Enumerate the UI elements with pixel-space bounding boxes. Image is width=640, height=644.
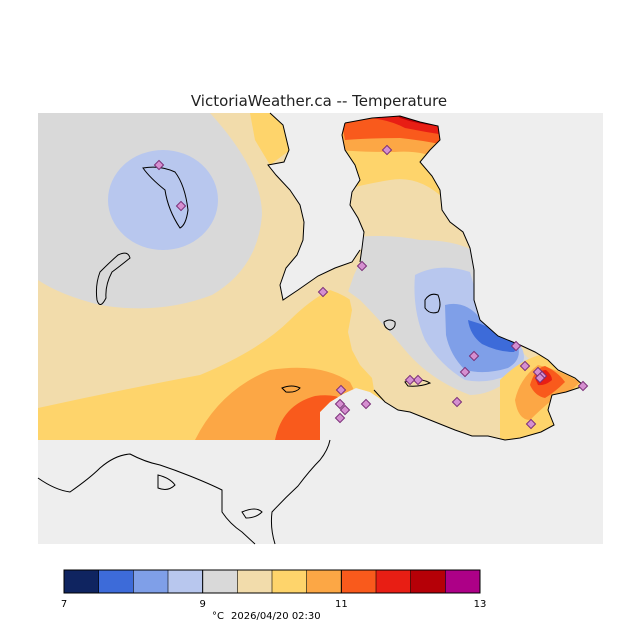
legend-bin xyxy=(133,570,169,593)
legend-tick-label: 11 xyxy=(335,599,348,610)
station-marker[interactable] xyxy=(175,200,187,212)
station-marker[interactable] xyxy=(356,260,368,272)
weather-stations xyxy=(153,144,589,430)
legend-bin xyxy=(341,570,377,593)
station-marker[interactable] xyxy=(334,398,346,410)
legend-bin xyxy=(272,570,308,593)
legend-bin xyxy=(306,570,342,593)
station-marker[interactable] xyxy=(334,412,346,424)
legend: 7 9 11 13 °C 2026/04/20 02:30 xyxy=(61,569,487,622)
legend-bin xyxy=(237,570,273,593)
legend-bin xyxy=(64,570,100,593)
legend-timestamp: 2026/04/20 02:30 xyxy=(231,611,321,622)
legend-bin xyxy=(445,570,481,593)
legend-bin xyxy=(376,570,412,593)
station-marker[interactable] xyxy=(339,404,351,416)
station-marker[interactable] xyxy=(412,374,424,386)
station-marker[interactable] xyxy=(317,286,329,298)
station-marker[interactable] xyxy=(468,350,480,362)
station-marker[interactable] xyxy=(525,418,537,430)
station-marker[interactable] xyxy=(404,374,416,386)
station-marker[interactable] xyxy=(459,366,471,378)
legend-bin xyxy=(410,570,446,593)
station-marker[interactable] xyxy=(451,396,463,408)
station-marker[interactable] xyxy=(519,360,531,372)
legend-bin xyxy=(202,570,238,593)
station-marker[interactable] xyxy=(534,372,546,384)
station-marker[interactable] xyxy=(510,340,522,352)
station-marker[interactable] xyxy=(360,398,372,410)
legend-tick-label: 7 xyxy=(61,599,67,610)
legend-tick-label: 13 xyxy=(474,599,487,610)
map-title: VictoriaWeather.ca -- Temperature xyxy=(191,92,447,110)
station-marker[interactable] xyxy=(577,380,589,392)
legend-unit: °C xyxy=(212,611,224,622)
legend-bin xyxy=(98,570,134,593)
station-marker[interactable] xyxy=(335,384,347,396)
station-marker[interactable] xyxy=(153,159,165,171)
legend-bin xyxy=(168,570,204,593)
legend-tick-label: 9 xyxy=(199,599,205,610)
legend-colorbar xyxy=(64,570,481,593)
station-marker[interactable] xyxy=(381,144,393,156)
coastlines xyxy=(37,112,585,545)
legend-tick-labels: 7 9 11 13 xyxy=(61,570,487,610)
